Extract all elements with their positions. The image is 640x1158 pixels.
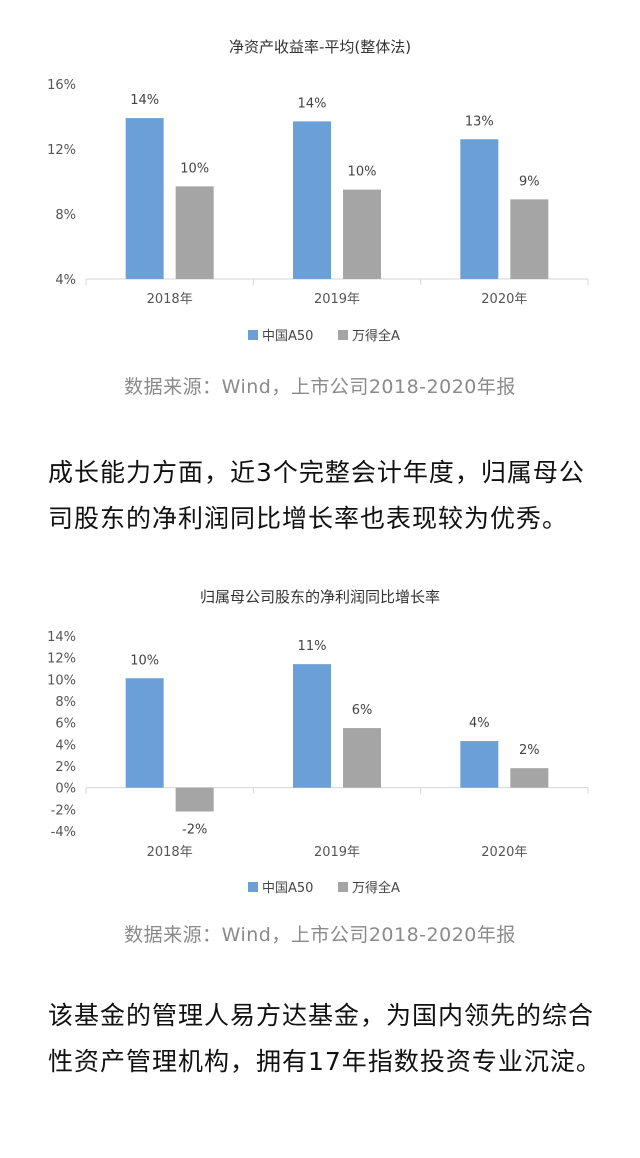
x-category-label: 2020年 xyxy=(481,292,527,307)
bar-china-a50-2020年 xyxy=(460,741,499,788)
data-label: 9% xyxy=(519,174,540,189)
chart2-source-note: 数据来源：Wind，上市公司2018-2020年报 xyxy=(124,924,516,946)
legend-swatch xyxy=(248,882,258,892)
y-tick-label: 4% xyxy=(55,738,76,753)
profit-growth-bar-chart: 归属母公司股东的净利润同比增长率 -4% -2% 0% 2% 4% 6% 8% 10% 12% 14… xyxy=(47,588,589,896)
data-label: -2% xyxy=(182,823,207,838)
y-tick-label: 4% xyxy=(55,273,76,288)
bar-wind-all-a-2019年 xyxy=(343,189,381,279)
data-label: 4% xyxy=(469,716,490,731)
x-category-label: 2019年 xyxy=(314,845,360,860)
y-tick-label: 14% xyxy=(47,630,76,645)
legend-label: 万得全A xyxy=(352,328,400,344)
bar-wind-all-a-2018年 xyxy=(175,186,214,279)
bar-wind-all-a-2020年 xyxy=(510,199,549,279)
roe-bar-chart: 净资产收益率-平均(整体法) 4% 8% 12% 16% 2018年 14% 10% 2019年… xyxy=(47,38,589,344)
x-category-label: 2018年 xyxy=(147,845,193,860)
chart-title: 归属母公司股东的净利润同比增长率 xyxy=(200,588,440,606)
data-label: 10% xyxy=(130,653,159,668)
growth-paragraph: 成长能力方面，近3个完整会计年度，归属母公司股东的净利润同比增长率也表现较为优秀… xyxy=(48,458,585,533)
data-label: 2% xyxy=(519,743,540,758)
bar-china-a50-2018年 xyxy=(125,678,164,788)
y-tick-label: -2% xyxy=(51,803,76,818)
y-tick-label: 10% xyxy=(47,673,76,688)
chart1-source-note: 数据来源：Wind，上市公司2018-2020年报 xyxy=(124,376,516,398)
bar-china-a50-2019年 xyxy=(293,664,331,788)
y-tick-label: 0% xyxy=(55,782,76,797)
data-label: 11% xyxy=(298,639,327,654)
x-category-label: 2020年 xyxy=(481,845,527,860)
bar-wind-all-a-2019年 xyxy=(343,728,381,788)
y-tick-label: 8% xyxy=(55,208,76,223)
bar-wind-all-a-2018年 xyxy=(175,787,214,812)
legend-label: 中国A50 xyxy=(262,329,313,344)
bar-china-a50-2018年 xyxy=(125,118,164,279)
y-tick-label: 8% xyxy=(55,695,76,710)
y-tick-label: 6% xyxy=(55,717,76,732)
data-label: 14% xyxy=(298,96,327,111)
legend-label: 中国A50 xyxy=(262,881,313,896)
legend-label: 万得全A xyxy=(352,880,400,896)
bar-china-a50-2020年 xyxy=(460,139,499,279)
data-label: 10% xyxy=(180,161,209,176)
x-category-label: 2018年 xyxy=(147,292,193,307)
data-label: 13% xyxy=(465,114,494,129)
y-tick-label: 12% xyxy=(47,143,76,158)
x-category-label: 2019年 xyxy=(314,292,360,307)
data-label: 6% xyxy=(352,703,373,718)
chart-title: 净资产收益率-平均(整体法) xyxy=(229,38,411,56)
y-tick-label: -4% xyxy=(51,825,76,840)
fund-manager-paragraph: 该基金的管理人易方达基金，为国内领先的综合性资产管理机构，拥有17年指数投资专业… xyxy=(48,1001,602,1076)
y-tick-label: 12% xyxy=(47,652,76,667)
bar-china-a50-2019年 xyxy=(293,121,331,279)
y-tick-label: 2% xyxy=(55,760,76,775)
y-tick-label: 16% xyxy=(47,78,76,93)
legend-swatch xyxy=(338,882,348,892)
bar-wind-all-a-2020年 xyxy=(510,768,549,788)
data-label: 14% xyxy=(130,93,159,108)
legend-swatch xyxy=(338,330,348,340)
data-label: 10% xyxy=(348,165,377,180)
legend-swatch xyxy=(248,330,258,340)
